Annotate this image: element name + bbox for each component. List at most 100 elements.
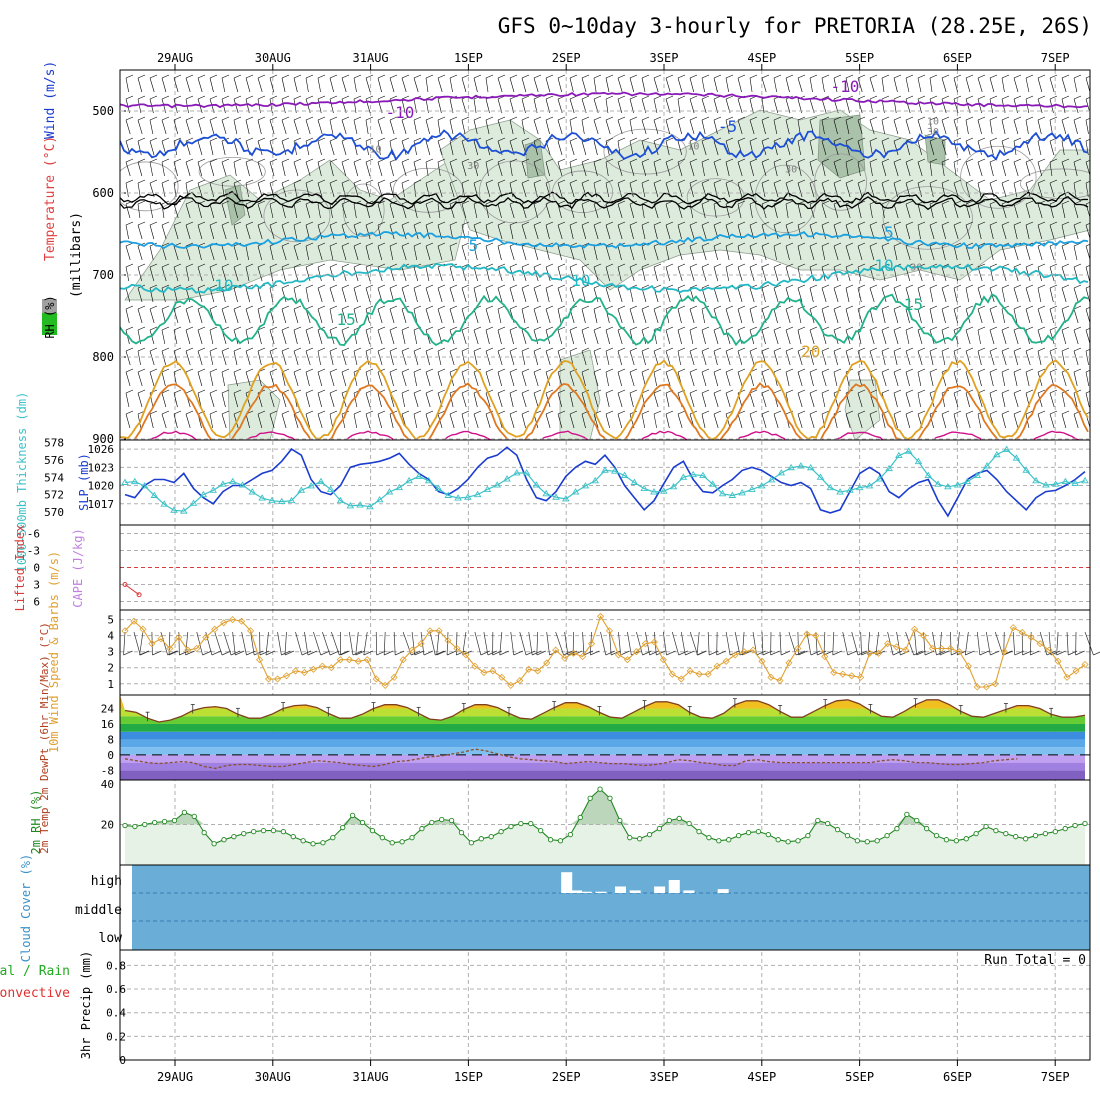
- cloud-panel-content: [132, 865, 1090, 950]
- contour-label: -5: [718, 117, 737, 136]
- wind-barb-flag: [617, 74, 626, 79]
- wind-barb: [1073, 119, 1078, 135]
- wind-barb-flag: [593, 347, 602, 352]
- wind-barb: [1049, 413, 1055, 429]
- wind-barb-flag: [653, 389, 662, 394]
- wind-barb-flag: [509, 137, 518, 142]
- wind-barb-flag: [725, 116, 734, 121]
- wind-barb-flag: [509, 74, 518, 79]
- wind-barb: [233, 77, 239, 93]
- wind-barb-flag: [689, 389, 698, 394]
- wind-speed-point: [1009, 624, 1017, 632]
- wind-barb: [209, 119, 215, 135]
- wind-barb-flag: [845, 158, 854, 163]
- wind-barb-flag: [437, 221, 446, 226]
- wind-barb-flag: [1049, 95, 1058, 100]
- wind-barb-flag: [353, 137, 362, 142]
- wind-barb: [401, 266, 407, 282]
- wind-barb: [665, 203, 671, 219]
- wind-barb: [965, 182, 970, 198]
- wind-barb-flag: [749, 242, 758, 247]
- wind-barb-10m: [133, 631, 141, 656]
- wind-barb-flag: [809, 74, 818, 79]
- wind-barb: [737, 287, 743, 303]
- wind-barb-10m: [696, 631, 700, 656]
- wind-barb: [341, 329, 347, 345]
- rh2m-point: [488, 834, 494, 840]
- wind-barb: [233, 350, 238, 366]
- wind-barb-10m-flag: [936, 650, 946, 656]
- wind-barb-flag: [701, 95, 710, 100]
- wind-barb: [761, 413, 767, 429]
- wind-barb-flag: [329, 221, 338, 226]
- wind-barb: [233, 266, 239, 282]
- wind-barb: [773, 140, 778, 156]
- wind-barb-flag: [353, 305, 362, 310]
- wind-barb: [557, 203, 562, 219]
- wind-barb-flag: [797, 221, 806, 226]
- wind-speed-point: [211, 625, 219, 633]
- wind-speed-point: [1072, 667, 1080, 675]
- rh-contour-line: [960, 145, 1037, 209]
- wind-barb-flag: [149, 221, 158, 226]
- wind-barb-flag: [929, 158, 938, 163]
- wind-barb: [605, 266, 610, 282]
- wind-barb-flag: [761, 116, 770, 121]
- wind-barb-flag: [473, 179, 482, 184]
- wind-barb-flag: [137, 179, 146, 184]
- wind-barb-flag: [737, 116, 746, 121]
- wind-barb-flag: [665, 410, 674, 415]
- wind-barb: [749, 392, 755, 408]
- wind-barb-flag: [353, 221, 362, 226]
- thickness-point: [591, 476, 599, 484]
- wind-barb-flag: [785, 347, 794, 352]
- wind-barb-flag: [317, 158, 326, 163]
- wind-barb: [653, 140, 659, 156]
- wind-barb-flag: [725, 389, 734, 394]
- wind-barb: [701, 350, 707, 366]
- wind-barb-10m: [662, 631, 667, 656]
- wind-barb-flag: [161, 95, 170, 100]
- wind-barb: [377, 182, 383, 198]
- wind-barb: [197, 371, 203, 387]
- wind-barb: [497, 182, 503, 198]
- wind-barb: [305, 413, 311, 429]
- wind-barb: [941, 413, 947, 429]
- wind-barb-flag: [269, 221, 278, 226]
- wind-barb-10m-flag: [696, 650, 707, 656]
- wind-barb-flag: [161, 347, 170, 352]
- rh2m-point: [775, 837, 781, 843]
- wind-barb-flag: [1073, 221, 1082, 226]
- wind-barb-flag: [449, 368, 458, 373]
- wind-barb: [845, 77, 850, 93]
- wind-barb: [1061, 224, 1066, 240]
- wind-barb-flag: [377, 158, 386, 163]
- wind-barb-10m-flag: [254, 650, 264, 656]
- wind-barb: [641, 203, 645, 219]
- wind-barb: [1085, 266, 1090, 282]
- wind-barb-flag: [953, 158, 962, 163]
- rh2m-point: [161, 818, 168, 825]
- wind-barb-flag: [749, 263, 758, 268]
- wind-barb: [809, 287, 814, 303]
- wind-barb-10m: [528, 631, 533, 656]
- wind-barb: [593, 140, 598, 156]
- cloud-tick-label: high: [91, 874, 122, 889]
- wind-barb-flag: [845, 305, 854, 310]
- wind-barb: [737, 371, 743, 387]
- wind-barb: [185, 224, 191, 240]
- wind-barb-flag: [749, 326, 758, 331]
- wind-barb: [377, 371, 383, 387]
- thickness-point: [415, 472, 423, 479]
- wind-speed-point: [327, 664, 335, 672]
- wind-barb-flag: [665, 284, 674, 289]
- rh2m-point: [973, 830, 979, 837]
- wind-barb: [329, 371, 335, 387]
- wind-barb: [1001, 119, 1006, 135]
- wind-barb-flag: [449, 242, 458, 247]
- wind-barb: [281, 392, 287, 408]
- wind-barb-flag: [365, 389, 374, 394]
- wind-barb-flag: [353, 95, 362, 100]
- wind-barb-flag: [557, 389, 566, 394]
- wind-barb: [809, 77, 813, 93]
